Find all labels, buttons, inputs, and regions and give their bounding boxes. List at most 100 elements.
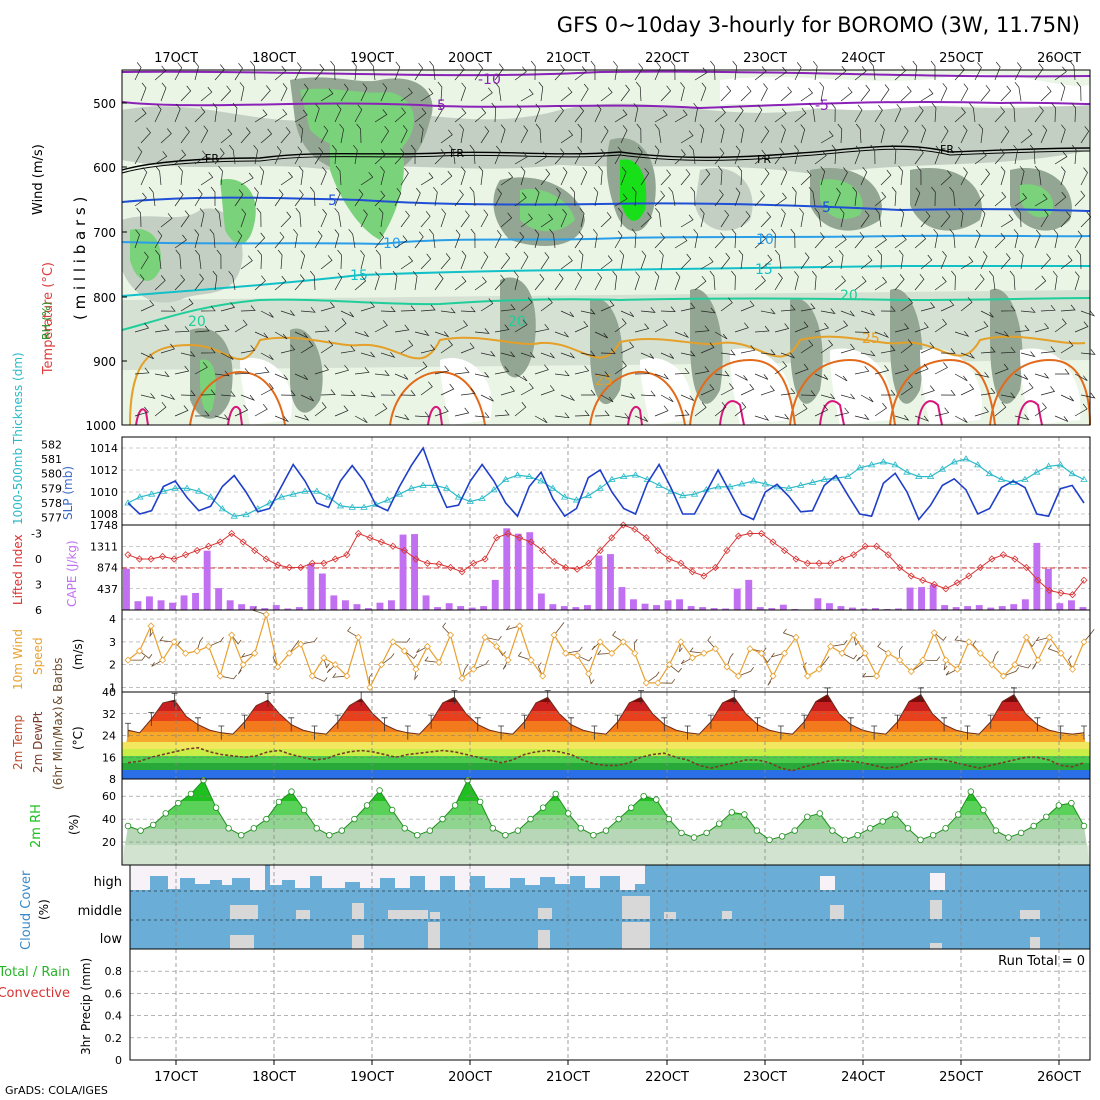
- thickness-marker: [714, 483, 722, 490]
- wind-barb: [259, 166, 265, 186]
- wind-barb: [534, 415, 548, 424]
- rh2m-marker: [1068, 799, 1075, 807]
- wind-speed-marker: [642, 679, 650, 687]
- wind-barb: [340, 390, 356, 396]
- cape-bar: [146, 596, 153, 610]
- min-max-bar: [451, 690, 458, 705]
- wind-barb: [274, 231, 285, 249]
- panel-labels: Wind (m/s) Temperature (°C) RH (%) ( m i…: [0, 144, 122, 1055]
- wind-barb: [940, 125, 949, 144]
- lifted-index-marker: [619, 521, 627, 529]
- min-max-bar: [871, 725, 878, 740]
- lifted-index-marker: [354, 529, 362, 538]
- wind-barb: [720, 297, 733, 312]
- wind-barb: [994, 148, 1005, 165]
- bottom-date-label: 19OCT: [350, 1070, 394, 1085]
- contour-label-minus-5b: -5: [815, 98, 829, 114]
- contour-label-25: 25: [862, 331, 880, 347]
- wind-barb: [200, 125, 209, 144]
- wind-barb: [994, 61, 1001, 81]
- wind-barb: [360, 171, 374, 186]
- rh2m-marker: [527, 815, 534, 823]
- wind-barb: [174, 189, 184, 207]
- wind-barb: [920, 342, 935, 354]
- wind-barb: [574, 105, 585, 123]
- li-tick-label: -3: [31, 528, 42, 541]
- cape-bar: [895, 608, 902, 610]
- wind-barb: [335, 165, 342, 186]
- lifted-index-marker: [182, 551, 190, 559]
- wind-barb: [520, 251, 529, 270]
- contour-minus-10: [121, 70, 1091, 78]
- rh2m-marker: [451, 802, 459, 809]
- top-date-label: 20OCT: [448, 51, 492, 66]
- rh2m-marker: [766, 836, 773, 843]
- min-max-bar: [334, 714, 341, 729]
- wind-barb: [894, 323, 910, 333]
- min-max-bar: [801, 714, 808, 729]
- temp-tick-label: 8: [109, 773, 116, 786]
- wind-barb: [337, 249, 342, 270]
- wind-barb: [1080, 167, 1088, 186]
- cape-bar: [342, 600, 349, 610]
- label-precip-axis: 3hr Precip (mm): [79, 958, 93, 1055]
- wind-barb: [580, 166, 588, 186]
- surface-wind-barb: [657, 678, 676, 684]
- surface-wind-barb: [414, 669, 419, 681]
- wind-barb: [154, 401, 167, 417]
- wind-speed-marker: [205, 642, 213, 651]
- wind-barb: [180, 85, 192, 102]
- wind-barb: [654, 405, 669, 417]
- wind-barb: [574, 231, 584, 249]
- lifted-index-marker: [596, 546, 604, 555]
- wind-barb: [854, 365, 870, 375]
- rh2m-marker: [565, 810, 572, 817]
- wind-barb: [960, 352, 976, 359]
- top-date-label: 19OCT: [350, 51, 394, 66]
- wind-barb: [920, 385, 935, 396]
- wind-barb: [310, 270, 316, 291]
- wind-barb: [1053, 229, 1059, 249]
- lifted-index-marker: [493, 534, 501, 542]
- wind-barb: [394, 148, 405, 165]
- wind-barb: [309, 186, 316, 207]
- wind-barb: [594, 104, 602, 123]
- min-max-bar: [661, 717, 668, 732]
- wind-barb: [1034, 229, 1041, 249]
- label-wind-units: (m/s): [71, 639, 85, 670]
- wind-barb: [294, 331, 308, 339]
- wind-barb: [709, 270, 716, 291]
- thickness-marker: [690, 490, 699, 497]
- wind-speed-marker: [285, 649, 293, 657]
- lifted-index-marker: [850, 551, 858, 559]
- cape-bar: [134, 601, 142, 610]
- lifted-index-marker: [1080, 576, 1088, 584]
- wind-speed-marker: [1022, 633, 1030, 641]
- wind-barb: [140, 393, 156, 399]
- wind-barb: [134, 406, 149, 417]
- wind-barb: [494, 188, 502, 207]
- lifted-index-marker: [331, 555, 339, 563]
- wind-barb: [740, 85, 752, 102]
- wind-barb: [934, 318, 948, 333]
- wind-barb: [1080, 310, 1096, 317]
- wind-barb: [578, 249, 584, 270]
- wind-barb: [540, 297, 553, 312]
- wind-barb: [631, 186, 637, 207]
- wind-barb: [694, 366, 710, 375]
- wind-barb: [774, 108, 787, 123]
- wind-barb: [1040, 253, 1051, 270]
- surface-wind-barb: [128, 655, 146, 661]
- rh2m-marker: [967, 788, 974, 795]
- rh2m-marker: [904, 825, 912, 832]
- wind-barb: [195, 249, 202, 270]
- wind-barb: [254, 187, 259, 207]
- temp-tick-label: 40: [102, 686, 116, 699]
- wind-barb: [594, 148, 606, 165]
- wind-barb: [240, 394, 256, 401]
- wind-speed-marker: [539, 672, 547, 680]
- wind-barb: [754, 104, 763, 123]
- wind-barb: [174, 103, 181, 123]
- rh2m-marker: [602, 827, 610, 834]
- wind-barb: [454, 276, 467, 291]
